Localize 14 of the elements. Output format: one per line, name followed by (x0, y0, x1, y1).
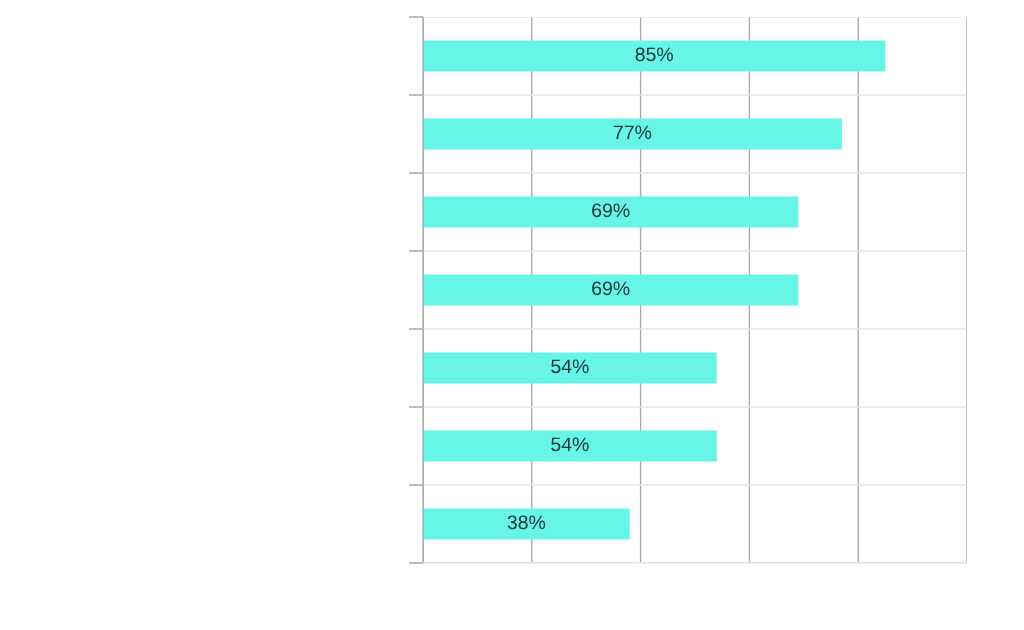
data-label: 69% (592, 281, 630, 296)
data-label: 77% (613, 125, 652, 140)
bar (423, 508, 630, 540)
data-label: 85% (635, 47, 673, 62)
bar (423, 118, 842, 150)
bar (423, 196, 799, 228)
bar (423, 430, 717, 462)
data-label: 54% (551, 359, 589, 374)
data-label: 38% (507, 515, 546, 530)
data-label: 69% (592, 203, 630, 218)
bar (423, 352, 717, 384)
bar (423, 40, 886, 72)
data-label: 54% (551, 437, 589, 452)
bar (423, 274, 799, 306)
